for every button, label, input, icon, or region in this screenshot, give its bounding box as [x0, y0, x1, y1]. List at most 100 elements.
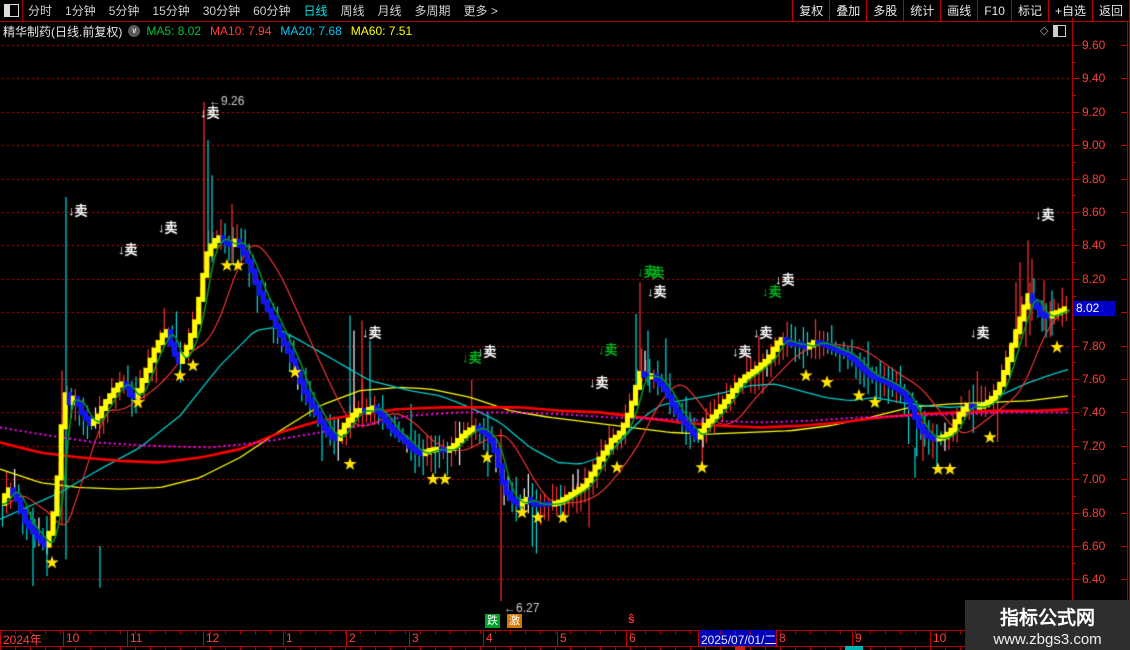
surge-badge: 激	[507, 614, 522, 628]
axis-right-border	[1127, 22, 1128, 650]
time-axis-cell-3[interactable]: 12	[203, 630, 283, 646]
axis-tick	[1121, 245, 1127, 247]
time-axis-cell-11[interactable]: 8	[776, 630, 852, 646]
price-axis-label: 8.80	[1082, 171, 1106, 186]
time-axis-label: 9	[855, 631, 862, 645]
price-axis-label: 8.60	[1082, 205, 1106, 219]
price-axis-label: 8.20	[1082, 271, 1106, 286]
main-chart-canvas[interactable]	[0, 0, 1072, 650]
price-axis-label: 9.40	[1082, 71, 1106, 86]
watermark: 指标公式网 www.zbgs3.com	[965, 600, 1130, 650]
axis-tick	[1121, 379, 1127, 380]
time-axis-cell-2[interactable]: 11	[127, 630, 203, 646]
time-axis-label: 1	[286, 631, 293, 645]
time-axis-label: 11	[130, 631, 143, 645]
axis-minor-tick	[1073, 228, 1076, 230]
week-ticks-top	[0, 631, 1072, 634]
axis-minor-tick	[1073, 328, 1076, 330]
time-axis-cell-9[interactable]: 6	[626, 630, 698, 646]
week-ticks-bottom	[0, 647, 1072, 650]
time-axis-bottom-border	[0, 646, 1130, 647]
axis-tick	[1073, 278, 1079, 280]
axis-tick	[1073, 45, 1079, 46]
time-axis-label: 2025/07/01/二	[701, 633, 777, 647]
axis-tick	[1073, 111, 1079, 113]
clipped-indicator-fragment	[845, 646, 863, 650]
toolbar-button-8[interactable]: 返回	[1091, 0, 1130, 21]
time-axis-cell-4[interactable]: 1	[283, 630, 346, 646]
time-axis-label: 4	[486, 631, 493, 645]
axis-minor-tick	[1073, 429, 1076, 431]
time-axis-cell-12[interactable]: 9	[852, 630, 930, 646]
price-axis-label: 7.80	[1082, 338, 1106, 353]
time-axis[interactable]: 2024年 10 11 12 1 2 3 4 5 6 2025/07/01/二 8 9 10	[0, 630, 1130, 647]
time-axis-cell-5[interactable]: 2	[346, 630, 409, 646]
clipped-indicator-fragment	[735, 646, 745, 650]
axis-minor-tick	[1073, 95, 1076, 97]
time-axis-label: 10	[933, 631, 947, 645]
time-axis-cell-7[interactable]: 4	[483, 630, 557, 646]
axis-tick	[1121, 445, 1127, 447]
price-axis-label: 7.40	[1082, 405, 1106, 420]
axis-tick	[1121, 278, 1127, 280]
time-axis-label: 3	[412, 631, 419, 645]
axis-tick	[1121, 546, 1127, 547]
axis-tick	[1073, 479, 1079, 481]
axis-minor-tick	[1073, 395, 1076, 397]
time-axis-cell-1[interactable]: 10	[63, 630, 127, 646]
time-axis-label: 10	[66, 631, 80, 645]
time-axis-label: 2024年	[3, 633, 42, 647]
axis-tick	[1121, 512, 1127, 514]
price-axis-label: 7.60	[1082, 372, 1106, 386]
axis-tick	[1121, 178, 1127, 180]
price-axis: 9.609.409.209.008.808.608.408.208.007.80…	[1073, 38, 1130, 630]
axis-left-border	[1072, 18, 1073, 650]
axis-tick	[1121, 312, 1127, 314]
axis-tick	[1121, 111, 1127, 113]
axis-minor-tick	[1073, 128, 1076, 130]
time-axis-cell-10[interactable]: 2025/07/01/二	[698, 630, 777, 647]
current-price-tag: 8.02	[1073, 300, 1115, 316]
time-axis-cell-13[interactable]: 10	[930, 630, 1006, 646]
price-axis-label: 6.80	[1082, 505, 1106, 520]
time-axis-label: 2	[349, 631, 356, 645]
watermark-url: www.zbgs3.com	[993, 631, 1102, 648]
axis-minor-tick	[1073, 529, 1076, 531]
axis-tick	[1073, 345, 1079, 347]
axis-tick	[1121, 479, 1127, 481]
axis-minor-tick	[1073, 161, 1076, 163]
axis-minor-tick	[1073, 262, 1076, 264]
time-axis-top-border	[0, 630, 1072, 631]
axis-tick	[1073, 178, 1079, 180]
axis-minor-tick	[1073, 362, 1076, 364]
axis-tick	[1121, 412, 1127, 414]
axis-tick	[1073, 212, 1079, 213]
axis-minor-tick	[1073, 562, 1076, 564]
axis-tick	[1073, 546, 1079, 547]
axis-tick	[1073, 379, 1079, 380]
axis-tick	[1073, 512, 1079, 514]
axis-minor-tick	[1073, 462, 1076, 464]
axis-tick	[1121, 45, 1127, 46]
sell-point-axis-mark: ŝ	[628, 612, 635, 626]
price-axis-label: 6.60	[1082, 539, 1106, 553]
price-axis-label: 7.00	[1082, 472, 1106, 487]
time-axis-cell-8[interactable]: 5	[557, 630, 626, 646]
price-axis-label: 9.60	[1082, 38, 1106, 52]
axis-tick	[1121, 345, 1127, 347]
axis-minor-tick	[1073, 495, 1076, 497]
axis-tick	[1073, 579, 1079, 581]
time-axis-cell-0[interactable]: 2024年	[0, 630, 63, 647]
axis-tick	[1121, 78, 1127, 80]
axis-minor-tick	[1073, 195, 1076, 197]
axis-tick	[1121, 579, 1127, 581]
price-axis-label: 9.20	[1082, 104, 1106, 119]
time-axis-label: 8	[779, 631, 786, 645]
axis-tick	[1073, 145, 1079, 147]
time-axis-cell-6[interactable]: 3	[409, 630, 483, 646]
watermark-title: 指标公式网	[999, 608, 1095, 629]
axis-tick	[1073, 78, 1079, 80]
axis-tick	[1121, 212, 1127, 213]
price-axis-label: 8.40	[1082, 238, 1106, 253]
